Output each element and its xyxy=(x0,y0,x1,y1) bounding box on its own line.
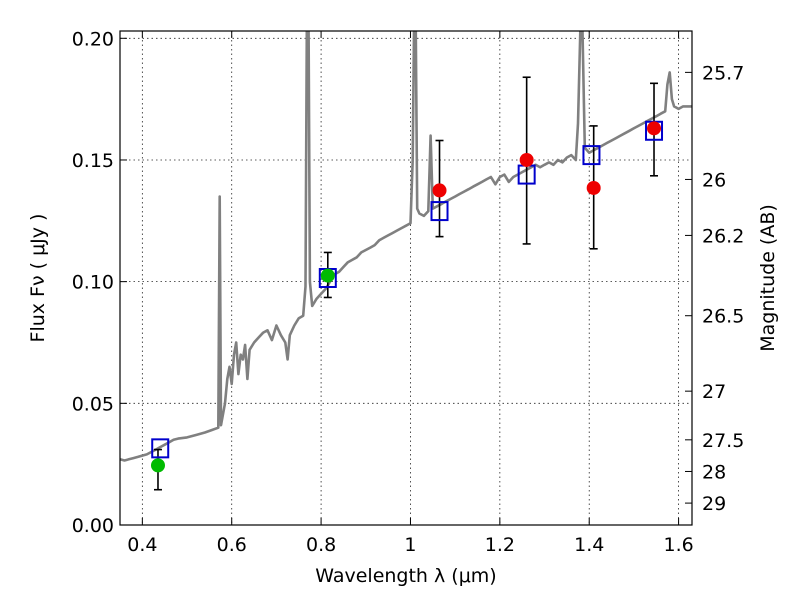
y-axis-label: Flux Fν ( μJy ) xyxy=(27,214,49,343)
observed-point-green xyxy=(150,458,165,473)
y-tick-label: 0.05 xyxy=(72,393,114,415)
x-tick-label: 1.2 xyxy=(485,534,515,556)
plot-frame xyxy=(119,30,693,526)
grid-layer xyxy=(120,31,692,526)
model-flux-box xyxy=(582,145,601,166)
x-tick-label: 0.8 xyxy=(306,534,336,556)
model-flux-box xyxy=(430,201,449,222)
x-axis-label: Wavelength λ (μm) xyxy=(315,565,496,587)
observed-point-green xyxy=(320,268,335,283)
x-tick-label: 0.6 xyxy=(217,534,247,556)
y2-axis-label: Magnitude (AB) xyxy=(757,204,779,352)
model-flux-box xyxy=(151,438,170,459)
y-tick-label: 0.15 xyxy=(72,150,114,172)
observed-point-red xyxy=(432,183,447,198)
x-tick-label: 1.4 xyxy=(574,534,604,556)
y-tick-label: 0.20 xyxy=(72,28,114,50)
y2-tick-label: 26.5 xyxy=(702,306,744,328)
x-tick-label: 1 xyxy=(404,534,416,556)
observed-point-red xyxy=(586,180,601,195)
y2-tick-label: 29 xyxy=(702,493,726,515)
y2-tick-label: 27 xyxy=(702,381,726,403)
y-tick-label: 0.00 xyxy=(72,515,114,537)
tick-layer: 0.4 0.6 0.8 1 1.2 1.4 1.6 0.00 0.05 0.10 0.15 0.20 2… xyxy=(72,28,745,556)
y2-tick-label: 26 xyxy=(702,169,726,191)
observed-point-red xyxy=(647,121,662,136)
y-tick-label: 0.10 xyxy=(72,272,114,294)
y2-tick-label: 25.7 xyxy=(702,62,744,84)
sed-model-line xyxy=(120,31,692,462)
observed-point-red xyxy=(519,152,534,167)
x-tick-label: 1.6 xyxy=(663,534,693,556)
x-tick-label: 0.4 xyxy=(127,534,157,556)
data-layer xyxy=(120,31,692,491)
y2-tick-label: 28 xyxy=(702,461,726,483)
y2-tick-label: 27.5 xyxy=(702,430,744,452)
y2-tick-label: 26.2 xyxy=(702,225,744,247)
